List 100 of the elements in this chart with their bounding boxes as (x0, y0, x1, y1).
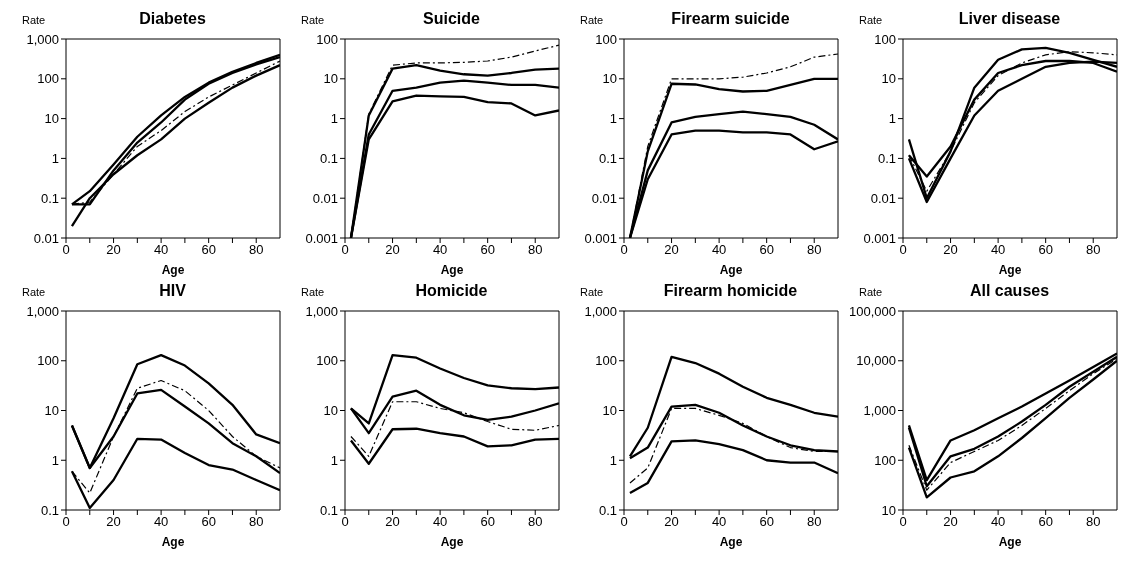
y-tick-label: 10 (323, 403, 338, 419)
y-tick-label: 0.01 (870, 190, 896, 206)
x-tick-label: 60 (480, 242, 495, 258)
y-tick-label: 100 (37, 71, 59, 87)
y-tick-label: 100,000 (849, 303, 896, 319)
x-tick-label: 0 (620, 242, 628, 258)
x-tick-label: 20 (106, 242, 121, 258)
x-tick-label: 20 (664, 242, 679, 258)
x-tick-label: 20 (106, 514, 121, 530)
chart-title: Suicide (423, 10, 480, 27)
x-tick-label: 80 (806, 514, 822, 530)
y-axis-title: Rate (301, 14, 325, 26)
x-tick-label: 40 (432, 514, 448, 530)
x-tick-label: 20 (943, 514, 958, 530)
x-tick-label: 40 (153, 242, 169, 258)
x-tick-label: 60 (1038, 242, 1053, 258)
chart-title: HIV (159, 282, 186, 299)
y-tick-label: 0.1 (319, 502, 338, 518)
x-tick-label: 60 (759, 242, 774, 258)
y-tick-label: 0.01 (312, 190, 338, 206)
y-tick-label: 100 (316, 31, 338, 47)
y-tick-label: 0.1 (877, 151, 896, 167)
y-tick-label: 100 (874, 452, 896, 468)
x-tick-label: 40 (711, 514, 727, 530)
x-tick-label: 0 (899, 514, 907, 530)
x-tick-label: 60 (480, 514, 495, 530)
x-axis-title: Age (719, 263, 743, 277)
x-tick-label: 80 (527, 242, 543, 258)
y-tick-label: 0.001 (584, 230, 617, 246)
y-tick-label: 0.1 (40, 502, 59, 518)
chart-title: All causes (969, 282, 1050, 299)
x-tick-label: 0 (62, 514, 70, 530)
y-tick-label: 100 (595, 31, 617, 47)
x-tick-label: 20 (385, 242, 400, 258)
x-tick-label: 0 (620, 514, 628, 530)
y-tick-label: 1,000 (584, 303, 617, 319)
y-tick-label: 10 (323, 71, 338, 87)
x-axis-title: Age (161, 263, 185, 277)
chart-title: Firearm homicide (663, 282, 798, 299)
chart-title: Firearm suicide (671, 10, 790, 27)
x-axis-title: Age (719, 535, 743, 549)
x-tick-label: 40 (990, 514, 1006, 530)
y-tick-label: 0.1 (598, 151, 617, 167)
y-tick-label: 10 (602, 403, 617, 419)
y-tick-label: 10 (44, 403, 59, 419)
y-tick-label: 100 (316, 353, 338, 369)
x-tick-label: 80 (1085, 242, 1101, 258)
x-tick-label: 80 (527, 514, 543, 530)
x-tick-label: 80 (1085, 514, 1101, 530)
x-axis-title: Age (998, 535, 1022, 549)
y-tick-label: 10 (602, 71, 617, 87)
y-axis-title: Rate (22, 14, 46, 26)
y-tick-label: 0.01 (33, 230, 59, 246)
y-axis-title: Rate (859, 286, 883, 298)
y-axis-title: Rate (580, 286, 604, 298)
x-tick-label: 20 (943, 242, 958, 258)
y-tick-label: 1 (51, 452, 59, 468)
y-tick-label: 100 (595, 353, 617, 369)
x-tick-label: 20 (664, 514, 679, 530)
y-axis-title: Rate (301, 286, 325, 298)
x-tick-label: 0 (341, 514, 349, 530)
x-tick-label: 40 (153, 514, 169, 530)
x-tick-label: 40 (711, 242, 727, 258)
x-axis-title: Age (161, 535, 185, 549)
x-tick-label: 40 (990, 242, 1006, 258)
x-tick-label: 60 (201, 514, 216, 530)
x-tick-label: 80 (806, 242, 822, 258)
y-tick-label: 1,000 (26, 31, 59, 47)
y-tick-label: 1 (330, 452, 338, 468)
y-axis-title: Rate (580, 14, 604, 26)
y-tick-label: 0.001 (863, 230, 896, 246)
chart-title: Liver disease (958, 10, 1061, 27)
x-tick-label: 20 (385, 514, 400, 530)
y-tick-label: 1,000 (26, 303, 59, 319)
x-axis-title: Age (440, 263, 464, 277)
x-tick-label: 60 (201, 242, 216, 258)
x-tick-label: 0 (62, 242, 70, 258)
x-tick-label: 60 (759, 514, 774, 530)
y-tick-label: 1 (51, 151, 59, 167)
y-tick-label: 0.1 (598, 502, 617, 518)
y-tick-label: 1 (888, 111, 896, 127)
x-tick-label: 40 (432, 242, 448, 258)
y-tick-label: 10,000 (856, 353, 896, 369)
x-tick-label: 0 (899, 242, 907, 258)
chart-title: Homicide (415, 282, 488, 299)
x-axis-title: Age (998, 263, 1022, 277)
y-tick-label: 1,000 (305, 303, 338, 319)
y-tick-label: 1,000 (863, 403, 896, 419)
y-tick-label: 1 (330, 111, 338, 127)
x-tick-label: 60 (1038, 514, 1053, 530)
y-axis-title: Rate (859, 14, 883, 26)
y-tick-label: 1 (609, 111, 617, 127)
y-tick-label: 10 (44, 111, 59, 127)
y-tick-label: 0.001 (305, 230, 338, 246)
x-tick-label: 0 (341, 242, 349, 258)
y-tick-label: 1 (609, 452, 617, 468)
y-tick-label: 100 (37, 353, 59, 369)
y-tick-label: 10 (881, 71, 896, 87)
y-tick-label: 100 (874, 31, 896, 47)
x-tick-label: 80 (248, 242, 264, 258)
